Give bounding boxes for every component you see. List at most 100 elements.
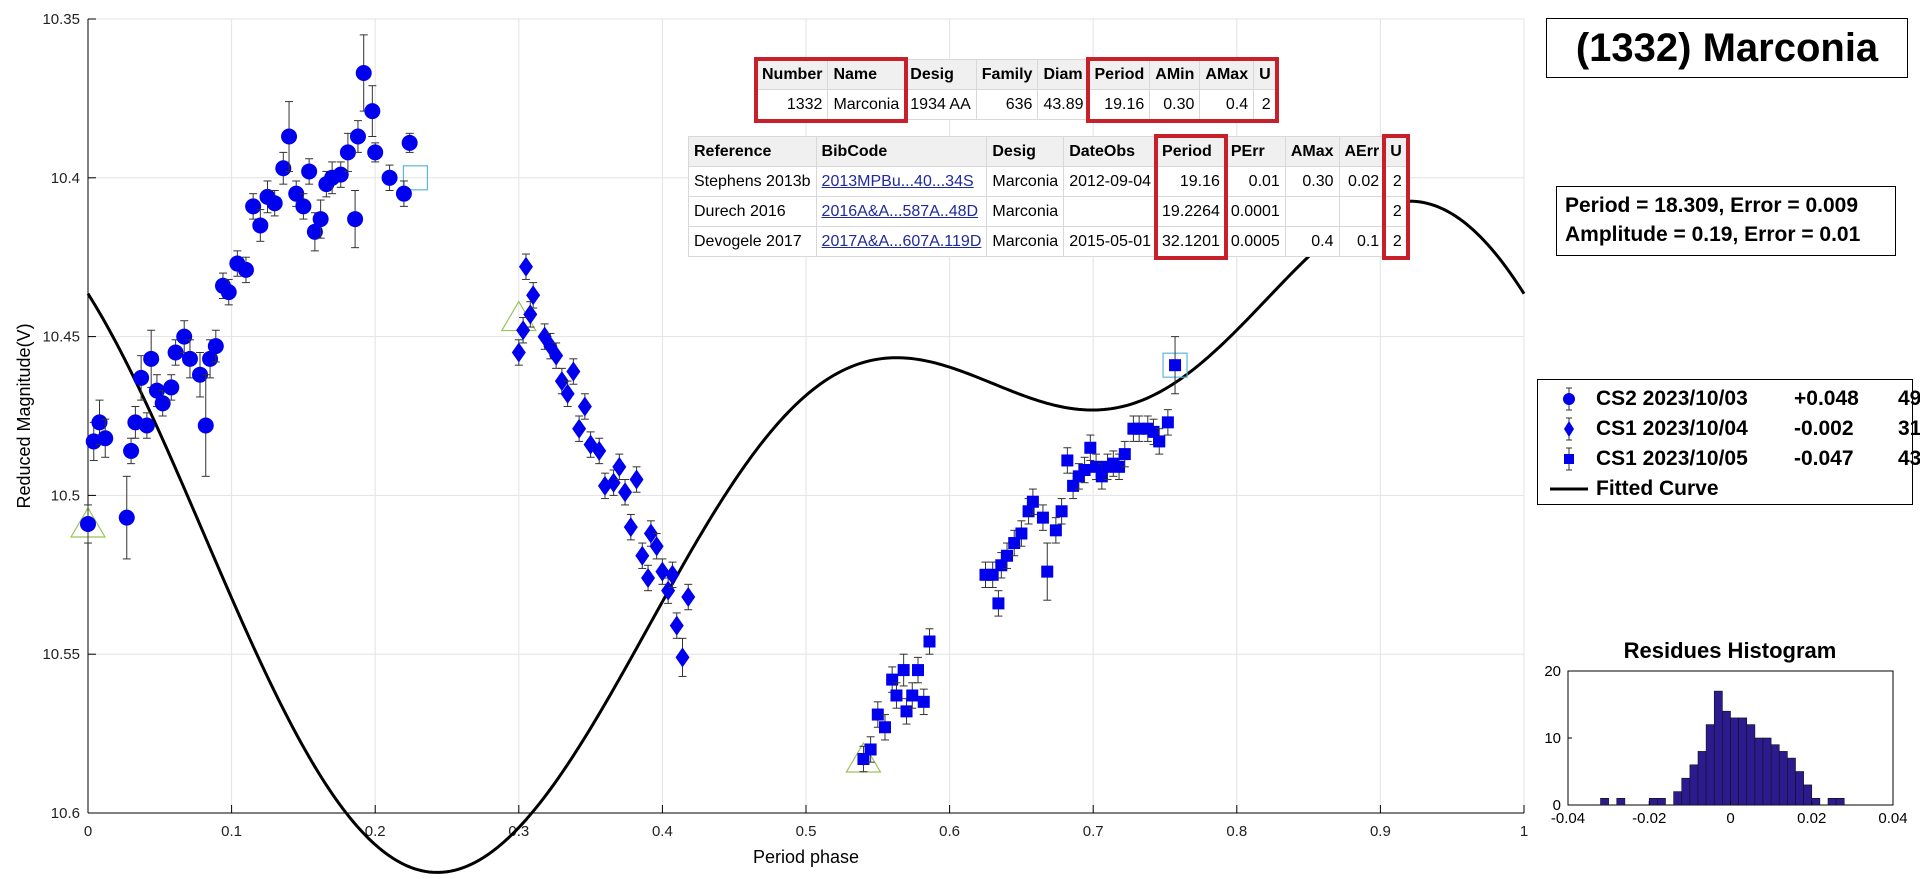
- table-cell: [1063, 196, 1158, 227]
- data-point-circle: [123, 442, 140, 459]
- data-point-circle: [197, 417, 214, 434]
- histogram-bar: [1705, 724, 1715, 806]
- x-tick-label: 0: [84, 823, 92, 840]
- histogram-bar: [1778, 751, 1788, 806]
- legend-entry: CS2 2023/10/03 +0.048 49: [1538, 385, 1920, 413]
- x-tick-label: 1: [1520, 823, 1528, 840]
- data-point-circle: [154, 395, 171, 412]
- period-references-table: Reference BibCode Desig DateObs Period PErr AM…: [688, 136, 1408, 257]
- table-cell: 2: [1253, 89, 1277, 120]
- data-point-square: [871, 708, 884, 721]
- legend-shift: +0.048: [1794, 387, 1859, 410]
- data-point-circle: [355, 64, 372, 81]
- data-point-diamond: [560, 383, 575, 404]
- fitted-curve: [86, 199, 1526, 874]
- histogram-bar: [1616, 797, 1626, 806]
- table-header-cell: U: [1384, 136, 1408, 167]
- legend-entry: Fitted Curve: [1538, 475, 1912, 503]
- data-point-circle: [176, 328, 193, 345]
- y-tick-label: 10.4: [51, 170, 80, 187]
- data-point-diamond: [665, 564, 680, 585]
- data-point-square: [923, 635, 936, 648]
- x-tick-label: 0.2: [365, 823, 386, 840]
- data-point-diamond: [526, 285, 541, 306]
- x-tick-label: 0.8: [1226, 823, 1247, 840]
- table-cell: Devogele 2017: [688, 226, 817, 257]
- legend-diamond-symbol: [1564, 421, 1574, 437]
- table-header-cell: Reference: [688, 136, 817, 167]
- residues-histogram: -0.04 -0.02 0 0.02 0.04 0 10 20: [1544, 663, 1907, 827]
- data-point-diamond: [606, 472, 621, 493]
- data-point-square: [1026, 495, 1039, 508]
- data-point-circle: [143, 350, 160, 367]
- table-header-cell: Period: [1156, 136, 1226, 167]
- table-cell: Stephens 2013b: [688, 166, 817, 197]
- data-point-circle: [202, 350, 219, 367]
- table-header-cell: Number: [755, 59, 829, 90]
- table-cell: 0.1: [1338, 226, 1386, 257]
- table-cell: Durech 2016: [688, 196, 817, 227]
- data-point-square: [878, 721, 891, 734]
- histogram-bar: [1795, 771, 1804, 806]
- table-cell: 0.4: [1199, 89, 1255, 120]
- histogram-bar: [1835, 797, 1845, 806]
- bibcode-link[interactable]: 2016A&A...587A..48D: [815, 196, 988, 227]
- data-point-diamond: [511, 342, 526, 363]
- y-axis-label: Reduced Magnitude(V): [14, 323, 34, 508]
- legend-symbol: [1563, 387, 1575, 411]
- table-cell: 19.16: [1156, 166, 1226, 197]
- data-point-diamond: [516, 320, 531, 341]
- data-point-circle: [306, 223, 323, 240]
- data-point-circle: [295, 198, 312, 215]
- legend-count: 43: [1898, 447, 1920, 470]
- table-header-cell: AMax: [1284, 136, 1340, 167]
- data-point-diamond: [572, 418, 587, 439]
- hist-x-tick-label: -0.04: [1551, 810, 1585, 827]
- table-cell: Marconia: [986, 196, 1065, 227]
- data-point-square: [900, 705, 913, 718]
- y-tick-label: 10.55: [42, 646, 80, 663]
- data-point-square: [1169, 359, 1182, 372]
- legend-square-symbol: [1564, 454, 1574, 464]
- table-header-cell: AErr: [1338, 136, 1386, 167]
- histogram-bar: [1738, 717, 1748, 806]
- data-point-circle: [138, 417, 155, 434]
- bibcode-link[interactable]: 2017A&A...607A.119D: [815, 226, 988, 257]
- histogram-title: Residues Histogram: [1623, 638, 1837, 663]
- data-point-circle: [163, 379, 180, 396]
- histogram-bar: [1827, 797, 1837, 806]
- histogram-bar: [1673, 791, 1683, 806]
- table-header-cell: BibCode: [815, 136, 988, 167]
- histogram-bar: [1689, 764, 1699, 806]
- table-row: Stephens 2013b 2013MPBu...40...34S Marconi…: [688, 166, 1408, 197]
- data-point-square: [890, 689, 903, 702]
- data-point-circle: [118, 509, 135, 526]
- x-tick-label: 0.7: [1083, 823, 1104, 840]
- data-point-diamond: [655, 561, 670, 582]
- histogram-bar: [1770, 744, 1780, 806]
- data-point-circle: [364, 103, 381, 120]
- legend-label: CS2 2023/10/03: [1596, 387, 1748, 410]
- table-cell: 1332: [755, 89, 829, 120]
- y-tick-label: 10.35: [42, 11, 80, 28]
- table-cell: 0.30: [1149, 89, 1201, 120]
- table-header-cell: Name: [827, 59, 906, 90]
- table-cell: 2: [1384, 226, 1408, 257]
- period-result: Period = 18.309, Error = 0.009: [1565, 194, 1859, 217]
- histogram-bar: [1681, 777, 1691, 806]
- data-point-square: [912, 664, 925, 677]
- hist-x-tick-label: 0: [1726, 810, 1734, 827]
- hist-y-tick-label: 10: [1544, 730, 1561, 747]
- data-point-diamond: [681, 587, 696, 608]
- table-header-cell: Diam: [1037, 59, 1090, 90]
- data-point-square: [917, 695, 930, 708]
- data-point-circle: [80, 515, 96, 532]
- legend-shift: -0.047: [1794, 447, 1854, 470]
- legend-symbol: [1550, 487, 1588, 491]
- table-header-cell: AMax: [1199, 59, 1255, 90]
- data-point-square: [864, 743, 877, 756]
- table-cell: 0.0001: [1224, 196, 1286, 227]
- data-point-circle: [401, 134, 418, 151]
- bibcode-link[interactable]: 2013MPBu...40...34S: [815, 166, 988, 197]
- asteroid-title: (1332) Marconia: [1546, 18, 1908, 78]
